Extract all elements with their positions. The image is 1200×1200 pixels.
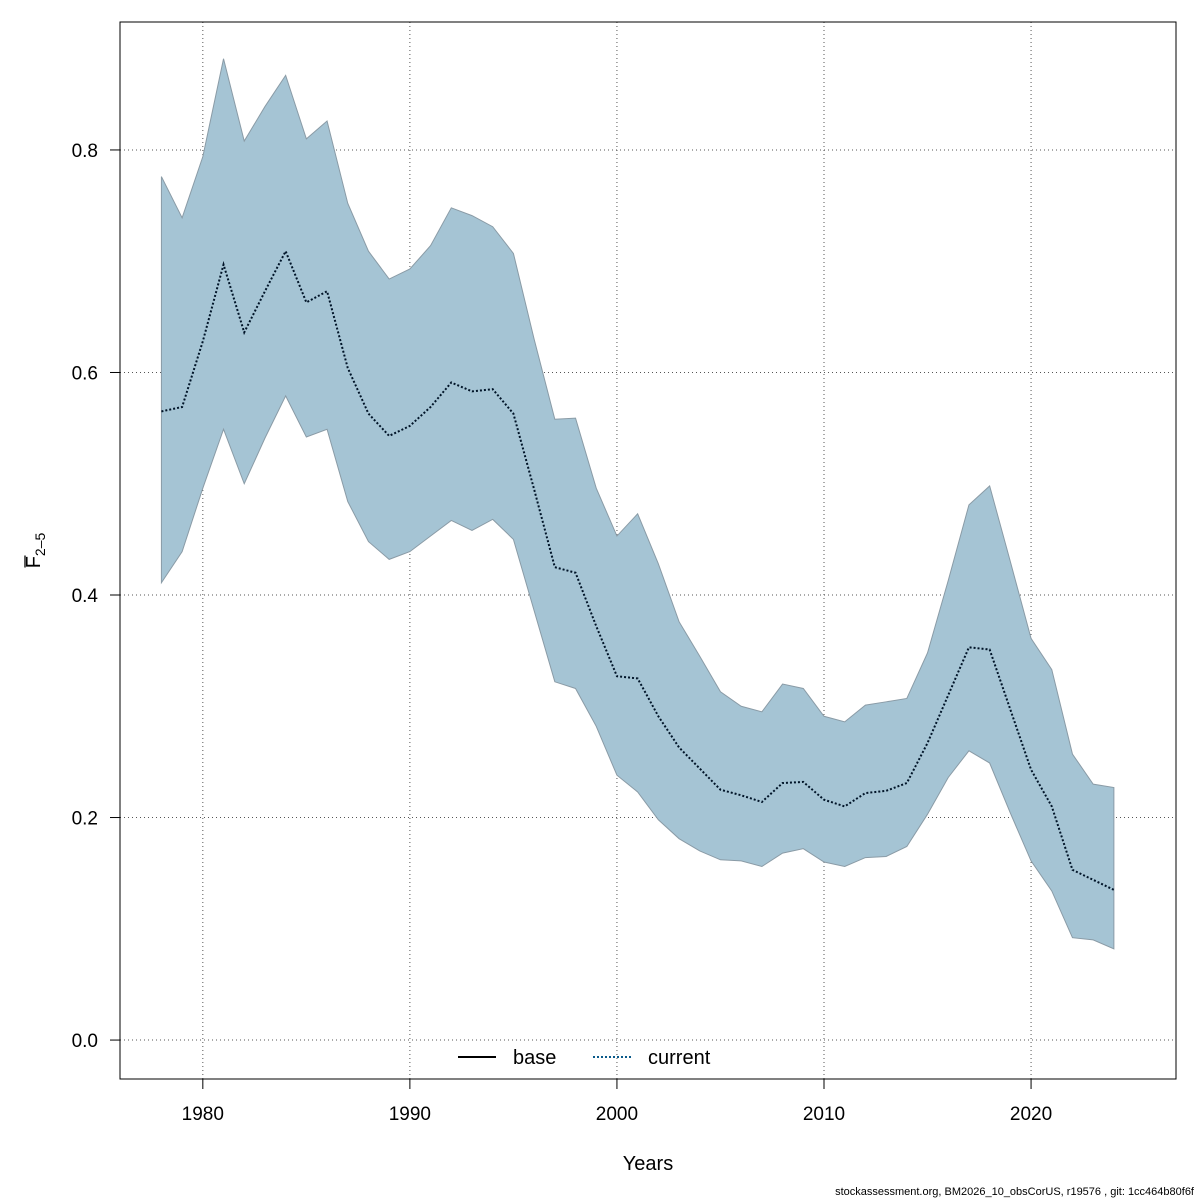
grid-lines — [120, 22, 1176, 1079]
y-axis-title-subscript: 2–5 — [32, 532, 48, 556]
x-tick-label: 2020 — [1010, 1104, 1052, 1125]
y-tick-label: 0.6 — [72, 363, 98, 384]
legend-label-current: current — [648, 1047, 711, 1069]
y-tick-label: 0.4 — [72, 586, 99, 607]
y-axis-title: F2–5 — [23, 532, 48, 568]
x-tick-label: 2010 — [803, 1104, 845, 1125]
confidence-band — [160, 58, 1115, 950]
legend-label-base: base — [513, 1047, 556, 1069]
x-axis-title: Years — [623, 1153, 673, 1175]
axes: 1980 1990 2000 2010 2020 0.0 0.2 0.4 0.6 0.8 — [72, 141, 1053, 1125]
x-tick-label: 2000 — [596, 1104, 638, 1125]
legend: base current — [458, 1047, 711, 1069]
y-axis-title-main: F — [23, 556, 45, 568]
y-tick-label: 0.0 — [72, 1031, 98, 1052]
x-tick-label: 1990 — [389, 1104, 431, 1125]
series-line-current — [161, 248, 1115, 891]
x-tick-label: 1980 — [182, 1104, 224, 1125]
footer-caption: stockassessment.org, BM2026_10_obsCorUS,… — [835, 1186, 1194, 1198]
confidence-band-layer — [160, 58, 1115, 950]
y-tick-label: 0.2 — [72, 809, 98, 830]
y-tick-label: 0.8 — [72, 141, 98, 162]
series-line-layer — [161, 248, 1115, 891]
svg-text:F2–5: F2–5 — [23, 532, 48, 568]
